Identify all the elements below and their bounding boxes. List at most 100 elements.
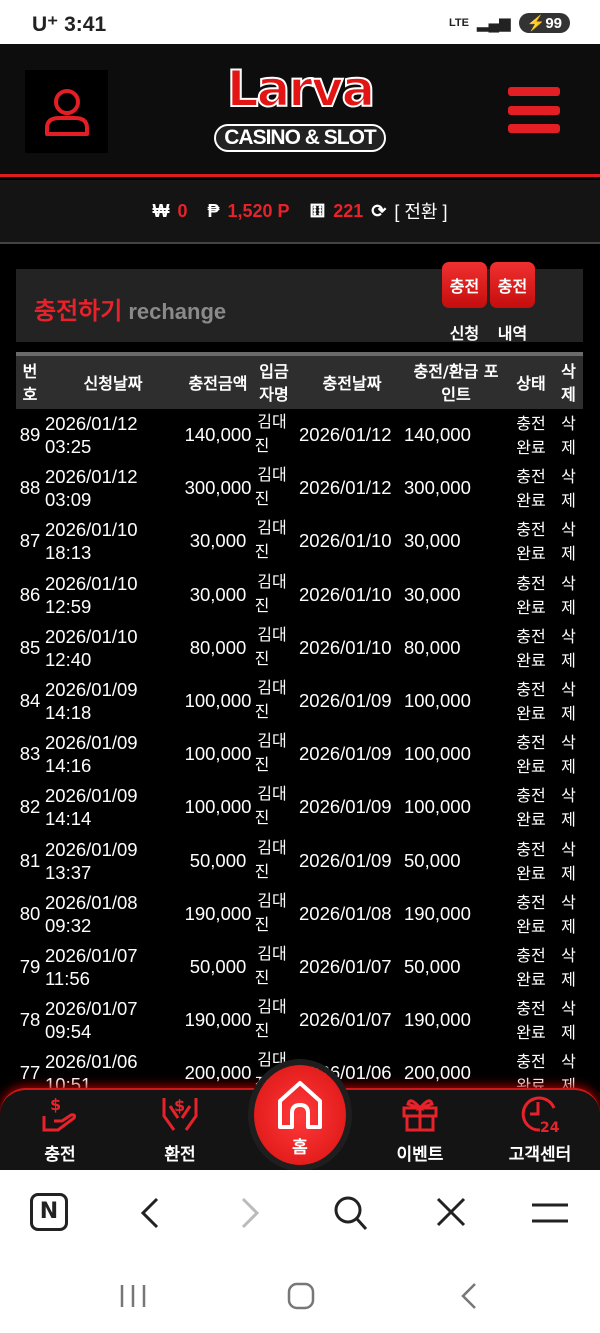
delete-button[interactable]: 제 <box>561 703 576 723</box>
cell-name2: 진 <box>254 808 270 828</box>
cell-status1: 충전 <box>516 520 546 540</box>
menu-icon[interactable] <box>530 1193 570 1233</box>
cell-points: 30,000 <box>404 530 461 552</box>
delete-button[interactable]: 제 <box>561 1023 576 1043</box>
switch-button[interactable]: [ 전환 ] <box>394 202 448 222</box>
delete-button[interactable]: 제 <box>561 916 576 936</box>
cell-status1: 충전 <box>516 1052 546 1072</box>
delete-button[interactable]: 삭 <box>561 520 576 540</box>
delete-button[interactable]: 삭 <box>561 467 576 487</box>
clock-24-icon: 24 <box>521 1096 560 1134</box>
delete-button[interactable]: 제 <box>561 597 576 617</box>
title-text: 충전하기 <box>34 297 123 325</box>
delete-button[interactable]: 삭 <box>561 1052 576 1072</box>
delete-button[interactable]: 삭 <box>561 945 576 965</box>
delete-button[interactable]: 제 <box>561 969 576 989</box>
refresh-icon[interactable]: ⟳ <box>371 200 387 221</box>
delete-button[interactable]: 삭 <box>561 414 576 433</box>
column-header: 신청날짜 <box>83 374 143 393</box>
delete-button[interactable]: 제 <box>561 491 576 511</box>
back-system-icon[interactable] <box>455 1281 485 1311</box>
delete-button[interactable]: 삭 <box>561 733 576 753</box>
charge-history-button[interactable]: 충전 <box>490 262 535 308</box>
cell-time: 14:14 <box>45 808 92 830</box>
cell-amount: 300,000 <box>184 477 252 499</box>
table-row: 80 2026/01/08 09:32 190,000 김대 진 2026/01/08 190… <box>16 889 583 942</box>
chip-balance: 221 <box>333 200 364 221</box>
charge-request-caption[interactable]: 신청 <box>449 324 480 343</box>
svg-text:$: $ <box>50 1095 61 1114</box>
cell-no: 87 <box>19 530 41 552</box>
delete-button[interactable]: 제 <box>561 544 576 564</box>
point-icon: ₱ <box>207 200 220 221</box>
delete-button[interactable]: 제 <box>561 810 576 830</box>
cell-name1: 김대 <box>257 465 287 485</box>
cell-status2: 완료 <box>516 650 546 670</box>
cell-name1: 김대 <box>257 997 287 1017</box>
delete-button[interactable]: 삭 <box>561 839 576 859</box>
cell-charge_date: 2026/01/07 <box>299 955 392 977</box>
cell-charge_date: 2026/01/10 <box>299 583 392 605</box>
cell-points: 100,000 <box>404 689 471 711</box>
won-icon: ₩ <box>152 200 170 221</box>
cell-charge_date: 2026/01/09 <box>299 849 392 871</box>
cell-no: 82 <box>19 796 41 818</box>
forward-icon[interactable] <box>235 1193 265 1233</box>
cell-status1: 충전 <box>516 467 546 487</box>
charge-request-button[interactable]: 충전 <box>442 262 487 308</box>
delete-button[interactable]: 제 <box>561 757 576 777</box>
delete-button[interactable]: 삭 <box>561 999 576 1019</box>
delete-button[interactable]: 제 <box>561 863 576 883</box>
cell-status2: 완료 <box>516 1023 546 1043</box>
home-system-icon[interactable] <box>286 1281 316 1311</box>
cell-date: 2026/01/07 <box>45 998 138 1020</box>
cell-no: 77 <box>19 1062 41 1084</box>
cell-amount: 50,000 <box>189 849 247 871</box>
nav-exchange[interactable]: $ 환전 <box>130 1094 230 1165</box>
back-icon[interactable] <box>135 1193 165 1233</box>
table-row: 86 2026/01/10 12:59 30,000 김대 진 2026/01/10 30,0… <box>16 570 583 623</box>
cell-time: 03:25 <box>45 436 92 457</box>
delete-button[interactable]: 삭 <box>561 786 576 806</box>
delete-button[interactable]: 제 <box>561 438 576 457</box>
cell-name2: 진 <box>254 967 270 987</box>
point-balance: 1,520 P <box>227 200 290 221</box>
cell-no: 80 <box>19 902 41 924</box>
nav-event[interactable]: 이벤트 <box>370 1094 470 1165</box>
table-row: 88 2026/01/12 03:09 300,000 김대 진 2026/01/12 300… <box>16 463 583 516</box>
delete-button[interactable]: 삭 <box>561 679 576 699</box>
nav-label: 고객센터 <box>508 1145 572 1165</box>
cell-status2: 완료 <box>516 438 546 457</box>
delete-button[interactable]: 삭 <box>561 573 576 593</box>
cell-no: 79 <box>19 955 41 977</box>
menu-button[interactable] <box>508 87 560 133</box>
delete-button[interactable]: 제 <box>561 650 576 670</box>
charge-history-caption[interactable]: 내역 <box>497 324 528 343</box>
logo[interactable]: Larva CASINO & SLOT <box>205 54 395 169</box>
clock: 3:41 <box>64 13 107 36</box>
cell-amount: 100,000 <box>184 689 252 711</box>
delete-button[interactable]: 삭 <box>561 626 576 646</box>
naver-icon[interactable]: N <box>30 1193 68 1231</box>
cell-name1: 김대 <box>257 784 287 804</box>
nav-home[interactable]: 홈 <box>254 1065 346 1165</box>
search-icon[interactable] <box>332 1193 368 1233</box>
cell-time: 11:56 <box>45 967 90 989</box>
column-header: 충전/환급 포 인트 <box>413 362 499 404</box>
close-icon[interactable] <box>434 1193 468 1233</box>
page-title: 충전하기 rechange <box>34 291 226 326</box>
recents-icon[interactable] <box>118 1283 148 1309</box>
cell-points: 100,000 <box>404 796 471 818</box>
cell-points: 190,000 <box>404 902 471 924</box>
nav-charge[interactable]: $ 충전 <box>10 1094 110 1165</box>
nav-support[interactable]: 24 고객센터 <box>490 1094 590 1165</box>
balance-bar: ₩0 ₱ 1,520 P ⚅ 221 ⟳ [ 전환 ] <box>0 180 600 244</box>
cell-amount: 30,000 <box>189 530 247 552</box>
cell-points: 50,000 <box>404 849 461 871</box>
cell-time: 09:54 <box>45 1021 92 1043</box>
delete-button[interactable]: 삭 <box>561 892 576 912</box>
cell-date: 2026/01/10 <box>45 625 138 647</box>
cell-amount: 200,000 <box>184 1062 252 1084</box>
column-header: 입금 자명 <box>259 362 289 404</box>
user-button[interactable] <box>25 70 108 153</box>
